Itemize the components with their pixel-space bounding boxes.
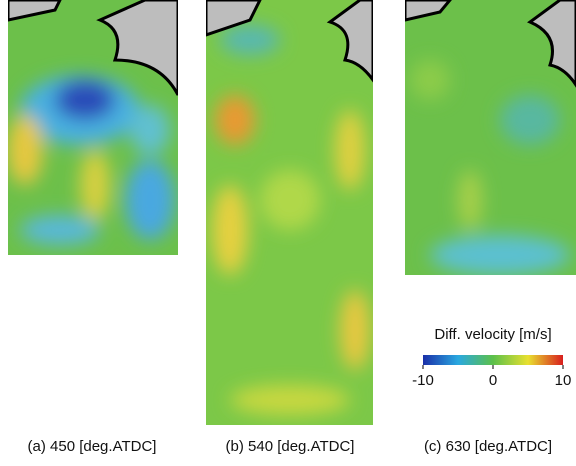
panel-b-field [206, 0, 373, 425]
panel-c-field [405, 0, 576, 275]
panel-caption: (b) 540 [deg.ATDC] [226, 438, 355, 455]
colorbar-label: Diff. velocity [m/s] [434, 326, 551, 343]
tick-label: -10 [412, 372, 434, 389]
tick-label: 10 [555, 372, 572, 389]
panel-caption: (a) 450 [deg.ATDC] [28, 438, 157, 455]
panel-caption: (c) 630 [deg.ATDC] [424, 438, 552, 455]
panel-a-field [8, 0, 178, 255]
colorbar [423, 355, 563, 365]
tick-label: 0 [489, 372, 497, 389]
colorbar-ticks: -10 0 10 [412, 365, 571, 389]
